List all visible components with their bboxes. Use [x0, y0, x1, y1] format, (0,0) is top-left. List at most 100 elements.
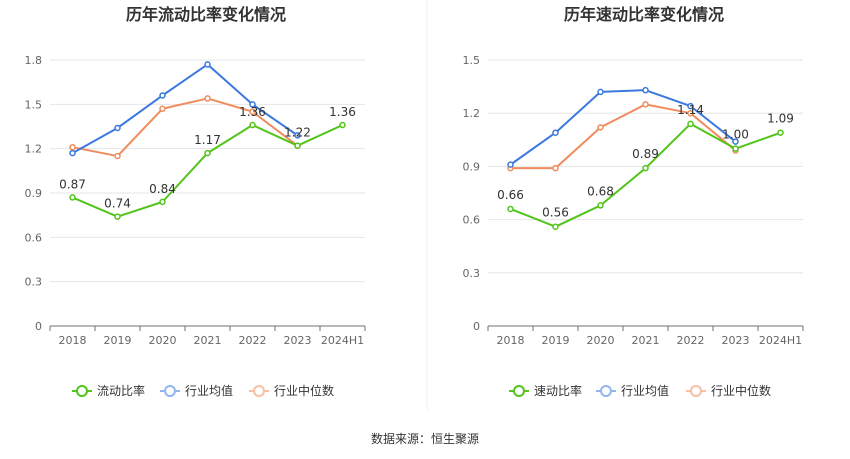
data-label: 0.68 — [587, 184, 614, 198]
x-tick-label: 2021 — [632, 334, 660, 347]
data-point[interactable] — [507, 205, 514, 213]
x-tick-label: 2020 — [587, 334, 615, 347]
data-point[interactable] — [552, 223, 559, 230]
x-tick-label: 2023 — [284, 334, 312, 347]
legend-item[interactable]: 速动比率 — [509, 383, 582, 398]
series-1 — [69, 121, 346, 220]
data-point[interactable] — [159, 198, 166, 206]
data-point[interactable] — [69, 194, 76, 201]
data-point[interactable] — [249, 108, 256, 115]
data-point[interactable] — [159, 105, 166, 113]
x-tick-label: 2019 — [104, 334, 132, 347]
source-note: 数据来源：恒生聚源 — [370, 432, 479, 446]
series-line — [510, 103, 737, 170]
data-point[interactable] — [294, 132, 301, 139]
y-tick-label: 1.8 — [25, 54, 43, 67]
y-tick-label: 0.9 — [25, 187, 43, 200]
data-label: 1.00 — [722, 128, 749, 142]
series-2 — [69, 61, 301, 157]
data-point[interactable] — [69, 143, 76, 151]
legend-label: 行业均值 — [185, 383, 233, 398]
y-tick-label: 0.6 — [463, 214, 481, 227]
y-tick-label: 0.6 — [25, 231, 43, 244]
data-point[interactable] — [597, 124, 604, 131]
series-3 — [69, 95, 301, 160]
legend-item[interactable]: 流动比率 — [72, 383, 145, 398]
data-point[interactable] — [249, 101, 256, 108]
legend-swatch-marker — [600, 385, 612, 397]
x-tick-label: 2022 — [677, 334, 705, 347]
legend-item[interactable]: 行业中位数 — [249, 383, 334, 398]
data-label: 0.66 — [497, 188, 524, 202]
legend-label: 速动比率 — [534, 383, 582, 398]
x-tick-label: 2022 — [239, 334, 267, 347]
legend-item[interactable]: 行业均值 — [596, 383, 669, 398]
legend-swatch-marker — [513, 385, 525, 397]
legend-label: 行业中位数 — [711, 383, 771, 398]
x-tick-label: 2020 — [149, 334, 177, 347]
data-label: 0.74 — [104, 197, 131, 211]
y-tick-label: 0.9 — [463, 160, 481, 173]
data-label: 0.89 — [632, 147, 659, 161]
y-tick-label: 1.2 — [25, 143, 43, 156]
x-tick-label: 2024H1 — [321, 334, 364, 347]
data-label: 1.17 — [194, 133, 221, 147]
data-point[interactable] — [642, 164, 649, 172]
data-label: 1.36 — [329, 105, 356, 119]
data-point[interactable] — [552, 129, 559, 136]
chart-2: 历年速动比率变化情况 0 0.3 0.6 0.9 1.2 1.5 2018 2019 2020 20… — [463, 5, 804, 398]
legend-swatch-marker — [76, 385, 88, 397]
data-point[interactable] — [552, 164, 559, 172]
data-label: 1.22 — [284, 126, 311, 140]
x-tick-label: 2018 — [59, 334, 87, 347]
series-line — [72, 63, 299, 154]
data-label: 1.36 — [239, 105, 266, 119]
x-tick-label: 2019 — [542, 334, 570, 347]
data-label: 0.84 — [149, 182, 176, 196]
legend-label: 行业中位数 — [274, 383, 334, 398]
data-point[interactable] — [249, 121, 256, 129]
data-point[interactable] — [204, 95, 211, 102]
chart-title: 历年速动比率变化情况 — [564, 5, 724, 24]
series-line — [72, 97, 299, 158]
series-line — [509, 89, 737, 166]
data-point[interactable] — [597, 202, 604, 209]
data-point[interactable] — [597, 88, 604, 96]
x-tick-label: 2018 — [497, 334, 525, 347]
series-2 — [507, 86, 739, 168]
legend-label: 流动比率 — [97, 383, 145, 398]
y-tick-label: 1.5 — [463, 54, 481, 67]
legend-item[interactable]: 行业均值 — [160, 383, 233, 398]
data-point[interactable] — [507, 161, 514, 168]
y-tick-label: 0.3 — [463, 267, 481, 280]
data-point[interactable] — [339, 121, 346, 129]
data-point[interactable] — [687, 120, 694, 128]
legend-swatch-marker — [164, 385, 176, 397]
data-point[interactable] — [732, 145, 739, 152]
legend-swatch-marker — [690, 385, 702, 397]
data-point[interactable] — [687, 109, 694, 117]
data-point[interactable] — [204, 149, 211, 157]
data-point[interactable] — [294, 142, 301, 149]
data-point[interactable] — [642, 101, 649, 108]
data-point[interactable] — [687, 102, 694, 110]
data-point[interactable] — [69, 149, 76, 157]
x-tick-label: 2023 — [722, 334, 750, 347]
data-point[interactable] — [114, 213, 121, 220]
data-point[interactable] — [642, 86, 649, 94]
y-tick-label: 0.3 — [25, 276, 43, 289]
data-point[interactable] — [159, 92, 166, 99]
data-point[interactable] — [204, 61, 211, 68]
data-point[interactable] — [732, 138, 739, 145]
chart-1: 历年流动比率变化情况 0 0.3 0.6 0.9 1.2 1.5 1.8 2018 2019 202… — [25, 5, 366, 398]
data-point[interactable] — [114, 124, 121, 132]
data-point[interactable] — [114, 152, 121, 160]
y-tick-label: 1.5 — [25, 98, 43, 111]
data-point[interactable] — [777, 129, 784, 136]
y-tick-label: 0 — [35, 320, 42, 333]
legend-item[interactable]: 行业中位数 — [686, 383, 771, 398]
x-tick-label: 2021 — [194, 334, 222, 347]
data-label: 0.56 — [542, 206, 569, 220]
x-tick-label: 2024H1 — [759, 334, 802, 347]
